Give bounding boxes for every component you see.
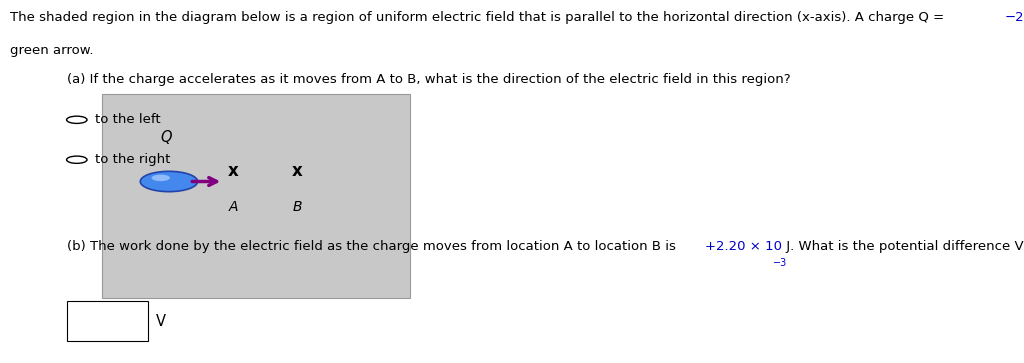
- Text: Q: Q: [161, 130, 172, 145]
- FancyBboxPatch shape: [102, 94, 410, 298]
- Circle shape: [67, 156, 87, 163]
- Circle shape: [67, 116, 87, 123]
- Text: −3: −3: [773, 258, 787, 268]
- Text: (a) If the charge accelerates as it moves from A to B, what is the direction of : (a) If the charge accelerates as it move…: [67, 73, 791, 86]
- Text: green arrow.: green arrow.: [10, 44, 94, 57]
- Circle shape: [152, 175, 170, 181]
- FancyArrowPatch shape: [193, 178, 216, 185]
- Text: x: x: [292, 162, 302, 180]
- Text: B: B: [292, 200, 302, 214]
- Text: (b) The work done by the electric field as the charge moves from location A to l: (b) The work done by the electric field …: [67, 240, 680, 253]
- Text: The shaded region in the diagram below is a region of uniform electric field tha: The shaded region in the diagram below i…: [10, 11, 948, 24]
- Text: −2.3: −2.3: [1006, 11, 1024, 24]
- Text: to the left: to the left: [95, 113, 161, 126]
- Circle shape: [140, 171, 198, 192]
- Text: J. What is the potential difference V: J. What is the potential difference V: [782, 240, 1024, 253]
- Text: +2.20 × 10: +2.20 × 10: [705, 240, 781, 253]
- FancyBboxPatch shape: [67, 301, 148, 341]
- Text: to the right: to the right: [95, 153, 171, 166]
- Text: x: x: [228, 162, 239, 180]
- Text: A: A: [228, 200, 239, 214]
- Text: V: V: [156, 314, 166, 329]
